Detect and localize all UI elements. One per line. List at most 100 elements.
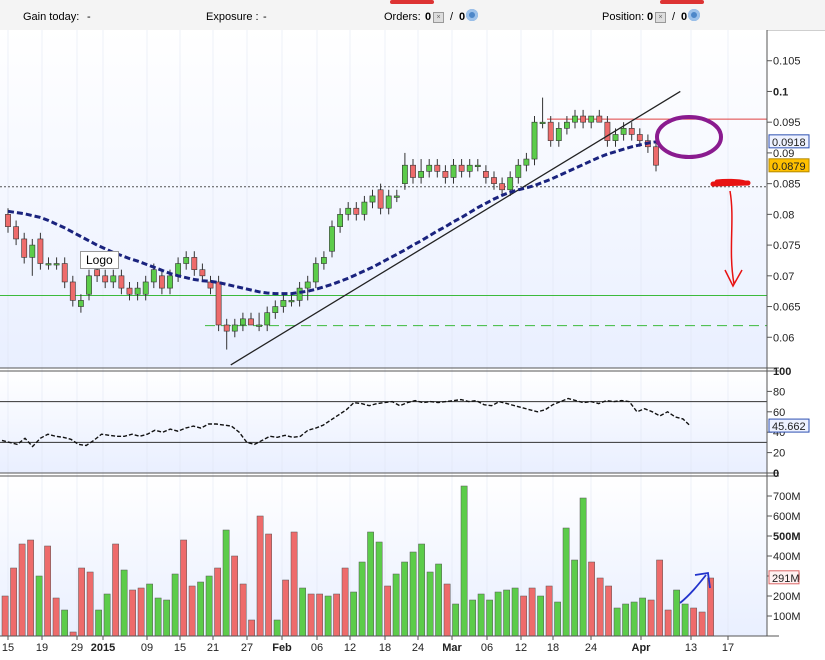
volume-bar (180, 539, 187, 637)
candle-body (434, 164, 441, 172)
volume-bar (426, 571, 434, 637)
candle-body (329, 226, 335, 252)
candle-body (78, 300, 84, 307)
volume-bar (520, 595, 527, 637)
volume-tick-label: 700M (773, 491, 801, 503)
candle-body (361, 201, 368, 215)
volume-bar (452, 603, 459, 637)
oscillator-panel-bg (0, 371, 767, 473)
volume-bar (367, 531, 374, 637)
candle-body (507, 177, 514, 191)
volume-bar (571, 559, 578, 637)
volume-bar (528, 587, 536, 637)
candle-body (118, 275, 125, 289)
volume-bar (316, 593, 323, 637)
candle-body (482, 171, 489, 178)
axes (0, 30, 779, 640)
volume-bar (392, 573, 400, 637)
orders-gear-icon[interactable] (464, 9, 478, 22)
volume-bar (477, 593, 485, 637)
volume-bar (137, 587, 145, 637)
volume-bar (163, 599, 170, 637)
volume-bar (44, 545, 51, 637)
candle-body (183, 257, 190, 264)
candle-body (304, 281, 311, 289)
support-trendline (230, 90, 681, 366)
candle-body (620, 128, 627, 135)
candle-body (191, 257, 198, 270)
volume-bar (129, 589, 136, 637)
volume-bar (231, 555, 238, 637)
volume-bar (605, 585, 612, 637)
volume-bar (18, 543, 26, 637)
candle-body (280, 300, 287, 307)
x-tick-label: 18 (547, 642, 559, 654)
candle-body (312, 263, 319, 283)
candle-body (296, 287, 303, 301)
volume-bar (256, 515, 264, 637)
volume-bar (613, 607, 621, 637)
trendline (230, 90, 681, 366)
volume-tick-label: 100M (773, 611, 801, 623)
volume-bar (503, 589, 510, 637)
candle-body (5, 214, 11, 227)
volume-last-label: 291M (772, 573, 800, 585)
volume-bar (273, 619, 281, 637)
x-tick-label: 12 (344, 642, 356, 654)
volume-tick-label: 200M (773, 591, 801, 603)
position-alert-bar[interactable] (660, 0, 704, 4)
candle-body (653, 146, 659, 166)
volume-bar (239, 583, 247, 637)
price-tick-label: 0.085 (773, 179, 801, 191)
volume-tick-label: 500M (773, 531, 801, 543)
candle-body (248, 318, 254, 326)
oscillator-line (0, 397, 767, 448)
volume-bar (630, 601, 638, 637)
volume-bar (418, 543, 425, 637)
volume-bar (324, 595, 332, 637)
orders-remove-icon[interactable]: × (432, 11, 444, 23)
last-price-box (768, 158, 810, 173)
osc-tick-label: 100 (773, 366, 791, 378)
candle-body (636, 134, 643, 141)
volume-bar (545, 585, 553, 637)
candle-body (499, 183, 505, 191)
position-count-b: 0 (681, 11, 688, 23)
candle-body (385, 195, 392, 209)
volume-bar (333, 593, 340, 637)
x-tick-label: 06 (311, 642, 323, 654)
ma-value-label: 0.0918 (772, 137, 806, 149)
candle-body (207, 281, 214, 289)
position-gear-icon[interactable] (686, 9, 700, 22)
position-remove-icon[interactable]: × (654, 11, 666, 23)
x-tick-label: 29 (71, 642, 83, 654)
candle-body (272, 306, 279, 313)
x-tick-label: 09 (141, 642, 153, 654)
candle-body (110, 275, 117, 283)
volume-bar (435, 563, 442, 637)
orders-alert-bar[interactable] (390, 0, 434, 4)
x-tick-label: Feb (272, 642, 292, 654)
volume-bar (146, 583, 153, 637)
volume-bar (27, 539, 34, 637)
volume-bar (299, 587, 306, 637)
volume-bar (647, 599, 655, 637)
volume-bar (579, 497, 587, 637)
candle-body (223, 324, 230, 332)
candle-body (628, 128, 635, 135)
osc-tick-label: 60 (773, 407, 785, 419)
volume-bar (112, 543, 119, 637)
candle-body (555, 128, 562, 141)
volume-bar (375, 541, 383, 637)
last-price-label: 0.0879 (772, 161, 806, 173)
volume-bar (1, 595, 9, 637)
candle-body (547, 121, 554, 141)
moving-average (7, 140, 657, 296)
x-tick-label: 12 (515, 642, 527, 654)
candle-body (240, 318, 246, 326)
volume-bar (511, 587, 519, 637)
x-tick-label: 27 (241, 642, 253, 654)
candle-body (466, 164, 473, 172)
candle-body (377, 189, 384, 209)
